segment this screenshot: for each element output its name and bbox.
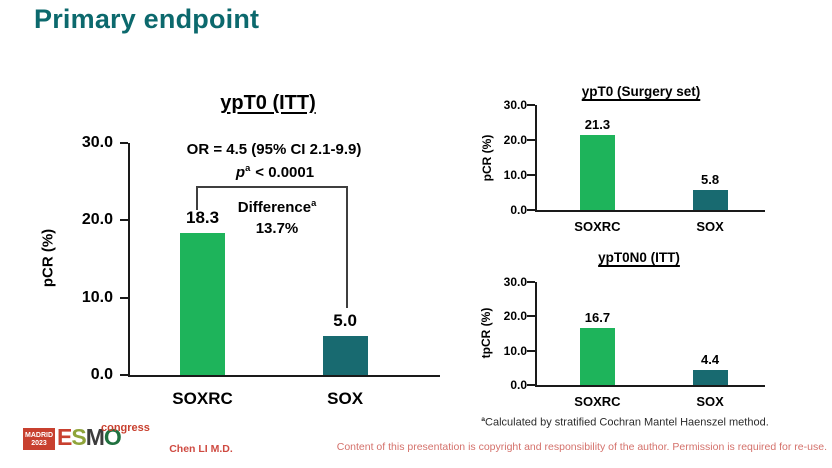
logo-city: MADRID [25,432,53,439]
plot-area: 30.0 20.0 10.0 0.0 18.3 SOXRC 5.0 SOX [82,134,440,408]
y-tick-label: 0.0 [510,378,527,392]
esmo-wordmark: ESMO [57,424,122,450]
bar-soxrc [579,327,615,385]
y-tick-label: 20.0 [81,211,113,229]
category-label: SOX [327,389,364,408]
y-axis-tick [527,209,535,211]
category-label: SOX [696,219,724,234]
congress-label: congress [101,422,150,434]
y-axis-tick [527,281,535,283]
plot-area: 30.0 20.0 10.0 0.0 16.7 SOXRC 4.4 SOX [504,275,765,409]
y-tick-label: 0.0 [90,366,113,383]
p-value: < 0.0001 [255,164,315,181]
footnote: aCalculated by stratified Cochran Mantel… [481,416,769,429]
p-symbol: p [235,164,246,181]
bar-value-label: 18.3 [185,208,220,228]
comparison-bracket-right [346,186,348,308]
footnote-text: Calculated by stratified Cochran Mantel … [485,416,769,429]
y-tick-label: 20.0 [503,309,527,324]
bar-soxrc [579,135,615,210]
difference-superscript: a [311,198,317,208]
y-tick-label: 10.0 [503,343,527,358]
bar-value-label: 21.3 [584,117,611,133]
page-title: Primary endpoint [34,4,260,34]
odds-ratio-text: OR = 4.5 (95% CI 2.1-9.9) [186,141,362,158]
y-axis-tick [527,174,535,176]
y-tick-label: 30.0 [503,275,527,289]
difference-annotation: Differencea 13.7% [238,193,317,239]
p-superscript: a [245,163,251,173]
bar-value-label: 16.7 [584,309,611,325]
y-axis-tick [120,142,128,144]
bar-sox [692,189,728,210]
y-axis-label: pCR (%) [39,228,57,288]
y-tick-label: 10.0 [503,168,527,182]
y-axis-tick [120,296,128,299]
y-axis-tick [527,384,535,386]
chart-title: ypT0 (Surgery set) [581,84,701,99]
y-tick-label: 0.0 [510,203,527,217]
y-tick-label: 10.0 [81,288,113,306]
bar-value-label: 5.0 [333,311,357,331]
madrid-2023-badge: MADRID 2023 [23,428,55,450]
y-axis-tick [527,315,535,318]
author-credit: Chen LI M.D. [169,443,233,455]
bar-soxrc [180,233,226,375]
category-label: SOXRC [172,389,233,408]
bar-sox [692,369,728,385]
chart-title: ypT0N0 (ITT) [598,250,680,265]
y-axis-tick [527,349,535,352]
copyright-notice: Content of this presentation is copyrigh… [336,441,827,453]
y-tick-label: 30.0 [81,134,113,151]
difference-value: 13.7% [255,220,299,237]
footnote-superscript: a [481,416,486,423]
y-axis-tick [120,219,128,222]
category-label: SOX [696,394,724,409]
bar-value-label: 4.4 [701,351,720,367]
chart-title: ypT0 (ITT) [220,92,316,114]
y-axis-tick [527,104,535,106]
y-tick-label: 20.0 [503,133,527,147]
difference-label: Differencea [237,198,317,216]
y-axis-tick [527,139,535,141]
category-label: SOXRC [574,394,621,409]
y-tick-label: 30.0 [503,98,527,112]
logo-year: 2023 [31,440,47,447]
comparison-bracket-left [196,186,198,210]
y-axis-tick [120,374,128,376]
bar-value-label: 5.8 [701,171,720,187]
comparison-bracket-top [196,186,348,188]
plot-area: 30.0 20.0 10.0 0.0 21.3 SOXRC 5.8 SOX [504,98,765,234]
p-value-text: pa < 0.0001 [236,163,314,181]
bar-sox [322,336,368,375]
category-label: SOXRC [574,219,621,234]
